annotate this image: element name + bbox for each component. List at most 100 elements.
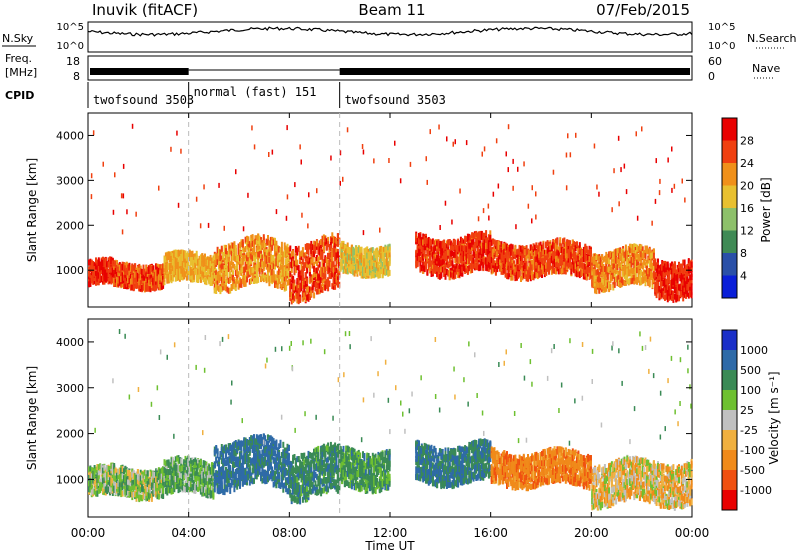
data-cell	[303, 252, 306, 259]
data-cell	[307, 288, 310, 295]
data-cell	[247, 245, 250, 252]
data-cell	[313, 251, 316, 258]
data-cell	[451, 242, 454, 249]
data-cell	[120, 276, 123, 283]
data-cell	[205, 264, 208, 271]
data-cell	[385, 256, 388, 263]
data-cell	[232, 270, 234, 277]
data-cell	[313, 261, 316, 268]
data-cell	[566, 260, 569, 267]
data-cell	[529, 253, 532, 260]
data-cell	[274, 263, 276, 270]
data-cell	[546, 247, 549, 254]
data-cell	[92, 278, 95, 285]
data-cell	[518, 258, 521, 265]
data-cell	[185, 267, 188, 274]
data-cell	[499, 253, 502, 260]
data-cell	[125, 281, 128, 288]
data-cell	[125, 269, 128, 276]
data-cell	[243, 279, 246, 286]
data-cell	[262, 249, 265, 256]
data-cell	[176, 270, 179, 277]
data-cell	[164, 252, 167, 259]
data-cell	[142, 269, 145, 276]
data-cell	[546, 240, 549, 247]
data-cell	[322, 234, 325, 241]
data-cell	[317, 288, 320, 295]
data-cell	[595, 288, 598, 295]
data-cell	[232, 242, 234, 249]
data-cell	[267, 275, 269, 282]
data-cell	[506, 249, 508, 256]
noise-tick-low: 10^0	[57, 41, 84, 52]
data-cell	[359, 255, 362, 262]
data-cell	[542, 249, 545, 256]
data-cell	[260, 244, 262, 251]
data-cell	[511, 263, 514, 270]
data-cell	[437, 239, 440, 246]
data-cell	[522, 247, 525, 254]
data-cell	[515, 258, 518, 265]
data-cell	[569, 240, 571, 247]
data-cell	[482, 250, 485, 257]
data-cell	[274, 244, 276, 251]
data-cell	[276, 282, 279, 289]
data-cell	[452, 272, 455, 279]
data-cell	[489, 230, 492, 237]
data-cell	[178, 268, 181, 275]
data-cell	[296, 278, 299, 284]
data-cell	[506, 263, 508, 270]
data-cell	[314, 257, 317, 264]
noise-line	[87, 26, 693, 37]
data-cell	[244, 236, 247, 243]
data-cell	[304, 255, 307, 262]
data-cell	[213, 287, 216, 294]
data-cell	[496, 250, 499, 257]
data-cell	[374, 267, 377, 274]
data-cell	[254, 277, 257, 284]
data-cell	[552, 254, 555, 261]
data-cell	[92, 269, 95, 276]
data-cell	[376, 255, 378, 262]
data-cell	[246, 263, 248, 270]
data-cell	[282, 271, 285, 278]
data-cell	[197, 268, 200, 275]
data-cell	[121, 281, 124, 288]
data-cell	[289, 245, 292, 252]
data-cell	[461, 254, 464, 261]
data-cell	[592, 253, 595, 260]
data-cell	[234, 265, 237, 272]
data-cell	[197, 264, 200, 271]
data-cell	[486, 250, 489, 257]
data-cell	[332, 261, 335, 268]
data-cell	[518, 271, 521, 278]
data-cell	[430, 271, 433, 277]
data-cell	[199, 276, 202, 283]
data-cell	[134, 276, 137, 283]
data-cell	[222, 284, 225, 291]
data-cell	[310, 248, 313, 255]
data-cell	[129, 265, 132, 272]
data-cell	[599, 257, 602, 264]
data-cell	[352, 250, 355, 257]
data-cell	[164, 260, 167, 267]
data-cell	[485, 237, 488, 244]
data-cell	[253, 278, 255, 284]
data-cell	[342, 253, 345, 260]
data-cell	[520, 255, 522, 262]
data-cell	[350, 263, 353, 270]
data-cell	[216, 246, 219, 253]
data-cell	[191, 255, 194, 261]
data-cell	[346, 253, 349, 260]
data-cell	[388, 257, 391, 264]
data-cell	[427, 264, 430, 271]
data-cell	[346, 246, 349, 253]
data-cell	[496, 258, 499, 265]
data-cell	[514, 272, 517, 279]
data-cell	[427, 237, 430, 243]
data-cell	[503, 267, 506, 274]
data-cell	[95, 257, 97, 264]
data-cell	[480, 233, 483, 239]
data-cell	[522, 272, 525, 279]
data-cell	[475, 237, 478, 244]
